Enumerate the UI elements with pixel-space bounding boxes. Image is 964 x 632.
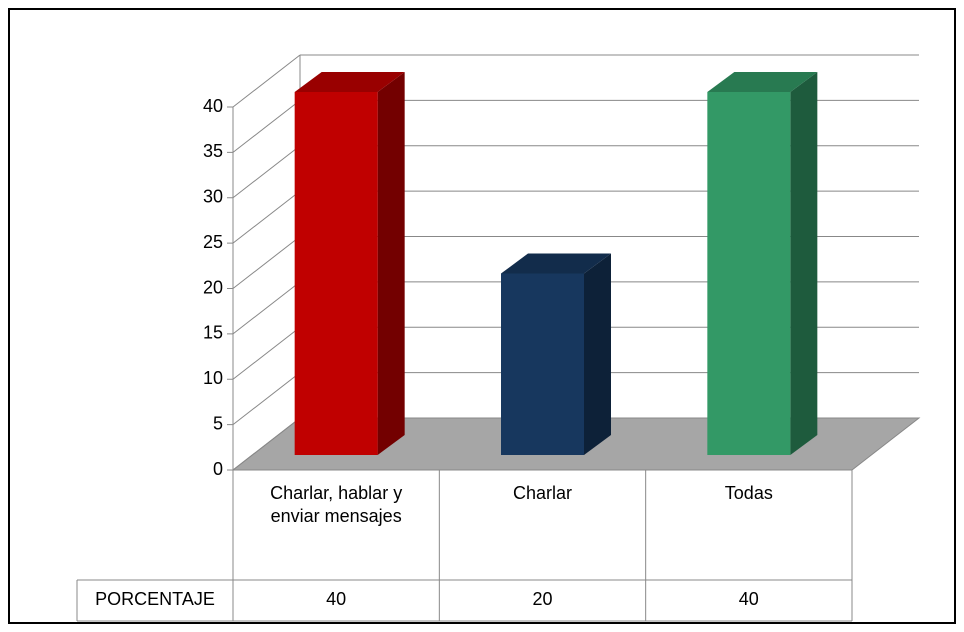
grid-line: [232, 145, 301, 199]
y-tick-label: 10: [203, 368, 223, 388]
value-label: 40: [326, 589, 347, 609]
y-tick-label: 35: [203, 141, 223, 161]
y-tick-label: 5: [213, 413, 223, 433]
bar-side: [584, 253, 611, 455]
bar: [707, 92, 791, 455]
y-tick-label: 15: [203, 323, 223, 343]
value-label: 20: [532, 589, 553, 609]
grid-line: [232, 417, 301, 471]
bar-top: [707, 72, 818, 92]
y-tick-label: 0: [213, 459, 223, 479]
y-tick-label: 40: [203, 96, 223, 116]
bar-side: [790, 72, 818, 455]
grid-line: [232, 326, 301, 380]
grid-line: [232, 54, 301, 108]
category-label: Charlar: [512, 483, 572, 503]
bar: [294, 92, 378, 455]
y-tick-label: 30: [203, 187, 223, 207]
grid-line: [232, 190, 301, 244]
category-label: Todas: [724, 483, 773, 503]
grid-line: [232, 281, 301, 335]
legend-label: PORCENTAJE: [95, 589, 215, 609]
y-tick-label: 20: [203, 277, 223, 297]
bar-side: [377, 72, 405, 455]
value-label: 40: [738, 589, 759, 609]
y-tick-label: 25: [203, 232, 223, 252]
grid-line: [232, 99, 301, 153]
category-label: Charlar, hablar y enviar mensajes: [270, 483, 403, 526]
grid-line: [232, 372, 301, 426]
grid-line: [232, 236, 301, 289]
bar: [501, 273, 584, 455]
bar-top: [501, 253, 611, 274]
bar-top: [294, 72, 405, 92]
